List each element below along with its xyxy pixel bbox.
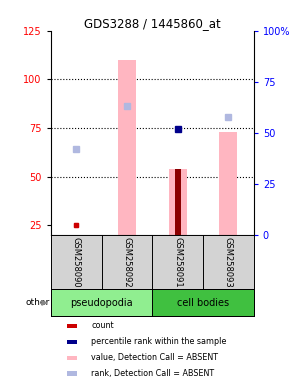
Text: GSM258093: GSM258093 (224, 237, 233, 288)
Title: GDS3288 / 1445860_at: GDS3288 / 1445860_at (84, 17, 221, 30)
Text: pseudopodia: pseudopodia (70, 298, 133, 308)
Text: GSM258090: GSM258090 (72, 237, 81, 288)
Text: percentile rank within the sample: percentile rank within the sample (91, 337, 227, 346)
Text: rank, Detection Call = ABSENT: rank, Detection Call = ABSENT (91, 369, 215, 378)
Bar (67, 356, 77, 360)
Bar (152, 290, 254, 316)
Bar (67, 371, 77, 376)
Bar (51, 290, 152, 316)
Text: other: other (26, 298, 50, 307)
Bar (67, 324, 77, 328)
Bar (118, 60, 136, 235)
Text: GSM258092: GSM258092 (122, 237, 131, 288)
Text: value, Detection Call = ABSENT: value, Detection Call = ABSENT (91, 353, 218, 362)
Text: cell bodies: cell bodies (177, 298, 229, 308)
Bar (220, 132, 237, 235)
Bar (175, 169, 181, 235)
Bar (67, 339, 77, 344)
Text: GSM258091: GSM258091 (173, 237, 182, 288)
Text: count: count (91, 321, 114, 330)
Bar (169, 169, 186, 235)
